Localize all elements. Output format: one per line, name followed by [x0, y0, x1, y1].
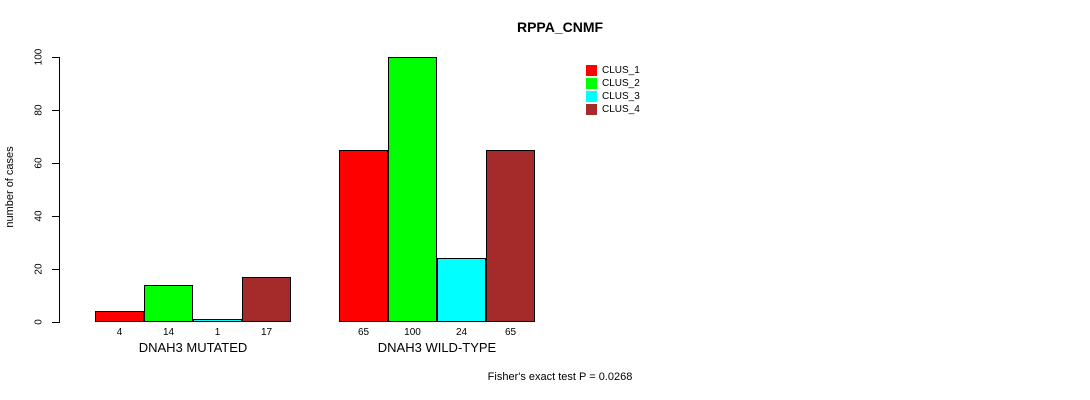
- y-tick-mark: [52, 110, 59, 111]
- bar-value-label: 65: [357, 327, 370, 338]
- bar-value-label: 14: [162, 327, 175, 338]
- legend-swatch-clus_4: [586, 104, 597, 115]
- bar-clus_1-wildtype: [339, 149, 388, 322]
- legend-label: CLUS_4: [602, 104, 640, 115]
- bar-value-label: 100: [404, 327, 421, 338]
- bar-value-label: 4: [116, 327, 123, 338]
- legend-item-clus_3: CLUS_3: [586, 90, 640, 103]
- y-tick-label: 100: [33, 48, 45, 66]
- bar-value-label: 17: [260, 327, 273, 338]
- y-axis-line: [59, 57, 60, 323]
- y-tick-mark: [52, 57, 59, 58]
- bar-clus_3-mutated: [193, 319, 242, 322]
- group-label-mutated: DNAH3 MUTATED: [138, 340, 248, 355]
- legend-item-clus_1: CLUS_1: [586, 64, 640, 77]
- bar-clus_2-mutated: [144, 284, 193, 322]
- y-tick-mark: [52, 269, 59, 270]
- y-tick-label: 80: [33, 104, 45, 116]
- fisher-test-annotation: Fisher's exact test P = 0.0268: [487, 371, 633, 383]
- y-tick-mark: [52, 322, 59, 323]
- legend: CLUS_1 CLUS_2 CLUS_3 CLUS_4: [586, 64, 640, 116]
- bar-value-label: 65: [504, 327, 517, 338]
- legend-label: CLUS_3: [602, 91, 640, 102]
- legend-item-clus_4: CLUS_4: [586, 103, 640, 116]
- bar-value-label: 24: [455, 327, 468, 338]
- y-tick-mark: [52, 163, 59, 164]
- legend-item-clus_2: CLUS_2: [586, 77, 640, 90]
- bar-clus_4-wildtype: [486, 149, 535, 322]
- y-tick-label: 40: [33, 210, 45, 222]
- y-axis-title: number of cases: [4, 146, 16, 228]
- y-tick-label: 0: [33, 319, 45, 325]
- bar-clus_3-wildtype: [437, 258, 486, 322]
- legend-swatch-clus_2: [586, 78, 597, 89]
- y-tick-mark: [52, 216, 59, 217]
- y-tick-label: 60: [33, 157, 45, 169]
- bar-clus_4-mutated: [242, 276, 291, 322]
- group-label-wildtype: DNAH3 WILD-TYPE: [377, 340, 497, 355]
- legend-label: CLUS_2: [602, 78, 640, 89]
- y-tick-label: 20: [33, 263, 45, 275]
- legend-label: CLUS_1: [602, 65, 640, 76]
- legend-swatch-clus_1: [586, 65, 597, 76]
- legend-swatch-clus_3: [586, 91, 597, 102]
- chart-title: RPPA_CNMF: [516, 19, 604, 35]
- bar-clus_1-mutated: [95, 311, 144, 322]
- bar-value-label: 1: [214, 327, 221, 338]
- bar-clus_2-wildtype: [388, 57, 437, 322]
